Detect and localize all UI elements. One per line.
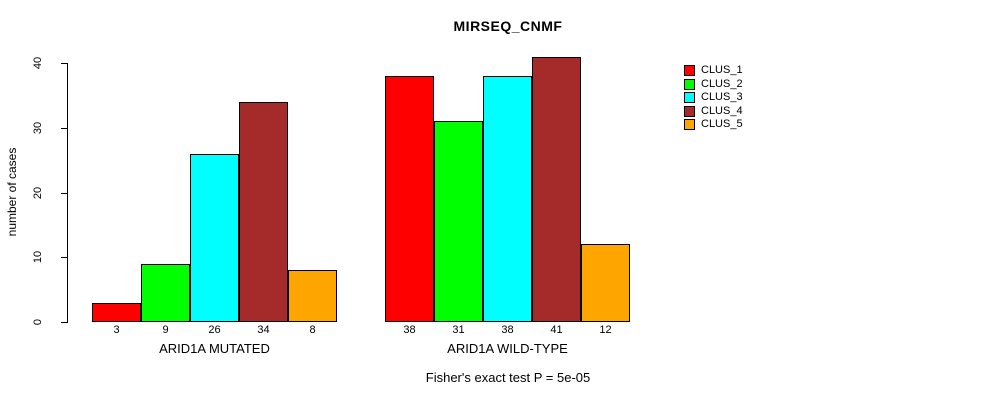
bar-clus_2	[434, 121, 483, 322]
y-tick-mark	[61, 63, 67, 64]
bar-clus_1	[92, 302, 141, 322]
bar-value-label: 41	[550, 324, 563, 336]
bar-value-label: 9	[162, 324, 169, 336]
legend-entry-label: CLUS_4	[701, 104, 743, 117]
y-tick-label: 20	[32, 186, 44, 199]
legend-entry: CLUS_4	[684, 105, 743, 119]
legend-entry-label: CLUS_2	[701, 77, 743, 90]
y-tick-mark	[61, 192, 67, 194]
y-tick-mark	[61, 127, 67, 129]
legend-color-swatch	[684, 65, 695, 77]
bar-clus_4	[239, 101, 288, 322]
y-axis-title: number of cases	[5, 147, 19, 237]
bar-value-label: 34	[257, 324, 270, 336]
legend-entry: CLUS_3	[684, 91, 743, 105]
legend-entry: CLUS_1	[684, 64, 743, 78]
chart-title: MIRSEQ_CNMF	[453, 18, 563, 34]
bar-clus_1	[385, 75, 434, 322]
legend: CLUS_1 CLUS_2 CLUS_3 CLUS_4 CLUS_5	[684, 64, 743, 132]
bar-clus_3	[190, 153, 239, 322]
y-tick-mark	[61, 322, 67, 323]
bar-value-label: 12	[599, 324, 612, 336]
bar-clus_2	[141, 263, 190, 322]
legend-entry: CLUS_5	[684, 118, 743, 132]
bar-clus_5	[581, 244, 630, 322]
bar-clus_4	[532, 56, 581, 322]
bar-value-label: 26	[208, 324, 221, 336]
bar-value-label: 38	[403, 324, 416, 336]
legend-entry: CLUS_2	[684, 78, 743, 92]
legend-color-swatch	[684, 105, 695, 117]
legend-color-swatch	[684, 92, 695, 104]
y-tick-label: 30	[32, 121, 44, 134]
legend-entry-label: CLUS_1	[701, 64, 743, 77]
bar-value-label: 8	[309, 324, 316, 336]
legend-color-swatch	[684, 119, 695, 131]
x-axis-group-label: ARID1A MUTATED	[159, 341, 270, 356]
legend-entry-label: CLUS_5	[701, 118, 743, 131]
fisher-test-annotation: Fisher's exact test P = 5e-05	[425, 370, 591, 385]
bar-value-label: 38	[501, 324, 514, 336]
legend-entry-label: CLUS_3	[701, 91, 743, 104]
y-tick-label: 40	[32, 56, 44, 70]
y-axis-line	[67, 63, 68, 323]
y-tick-label: 10	[32, 251, 44, 264]
y-tick-mark	[61, 257, 67, 259]
y-tick-label: 0	[32, 318, 44, 326]
bar-clus_5	[288, 270, 337, 322]
legend-color-swatch	[684, 78, 695, 90]
bar-clus_3	[483, 75, 532, 322]
x-axis-group-label: ARID1A WILD-TYPE	[447, 341, 568, 356]
bar-value-label: 3	[113, 324, 120, 336]
bar-value-label: 31	[452, 324, 465, 336]
